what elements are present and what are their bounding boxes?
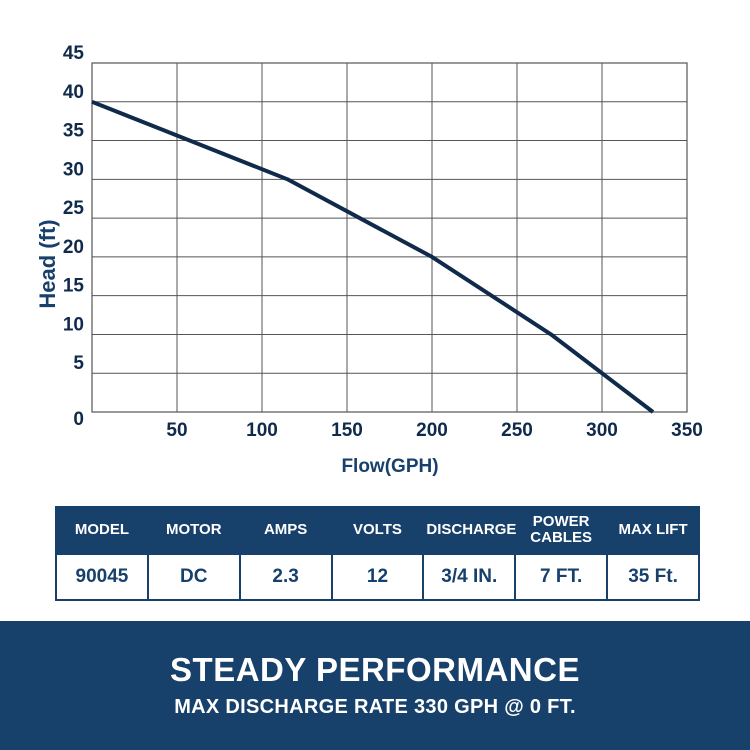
x-axis-title: Flow(GPH) xyxy=(341,456,438,477)
performance-banner: STEADY PERFORMANCE MAX DISCHARGE RATE 33… xyxy=(0,621,750,750)
banner-subline: MAX DISCHARGE RATE 330 GPH @ 0 FT. xyxy=(174,696,576,718)
y-tick-label: 20 xyxy=(63,237,84,258)
spec-value-max-lift: 35 Ft. xyxy=(606,553,700,601)
spec-value-power-cables: 7 FT. xyxy=(514,553,609,601)
y-tick-label: 40 xyxy=(63,82,84,103)
spec-header-discharge: DISCHARGE xyxy=(422,506,516,554)
spec-value-motor: DC xyxy=(146,553,241,601)
y-tick-label: 15 xyxy=(63,276,85,297)
spec-value-amps: 2.3 xyxy=(238,553,333,601)
spec-header-max-lift: MAX LIFT xyxy=(606,506,700,554)
x-tick-labels: 50 100 150 200 250 300 350 xyxy=(166,420,702,441)
y-tick-label: 25 xyxy=(63,198,85,219)
y-tick-label: 0 xyxy=(73,409,84,430)
plot-frame xyxy=(91,62,688,413)
x-tick-label: 50 xyxy=(166,420,187,441)
performance-curve-line xyxy=(91,99,655,414)
x-tick-label: 250 xyxy=(501,420,533,441)
y-tick-label: 10 xyxy=(63,314,84,335)
x-tick-label: 100 xyxy=(246,420,278,441)
x-tick-label: 150 xyxy=(331,420,363,441)
x-tick-label: 300 xyxy=(586,420,618,441)
y-axis-title: Head (ft) xyxy=(35,219,60,308)
spec-header-motor: MOTOR xyxy=(146,506,241,554)
y-tick-label: 45 xyxy=(63,43,85,64)
y-tick-labels: 0 5 10 15 20 25 30 35 40 45 xyxy=(63,43,85,430)
specs-table: MODEL MOTOR AMPS VOLTS DISCHARGE POWER C… xyxy=(55,506,700,601)
x-tick-label: 200 xyxy=(416,420,448,441)
spec-header-model: MODEL xyxy=(55,506,149,554)
spec-header-amps: AMPS xyxy=(238,506,333,554)
y-tick-label: 30 xyxy=(63,159,84,180)
y-tick-label: 35 xyxy=(63,121,85,142)
spec-header-power-cables: POWER CABLES xyxy=(514,506,609,554)
specs-header-row: MODEL MOTOR AMPS VOLTS DISCHARGE POWER C… xyxy=(55,506,700,554)
spec-value-model: 90045 xyxy=(55,553,149,601)
x-tick-label: 350 xyxy=(671,420,703,441)
chart-grid xyxy=(91,62,688,413)
banner-headline: STEADY PERFORMANCE xyxy=(170,651,580,688)
spec-value-volts: 12 xyxy=(330,553,425,601)
spec-header-volts: VOLTS xyxy=(330,506,425,554)
spec-value-discharge: 3/4 IN. xyxy=(422,553,517,601)
specs-value-row: 90045 DC 2.3 12 3/4 IN. 7 FT. 35 Ft. xyxy=(55,553,700,601)
y-tick-label: 5 xyxy=(73,353,84,374)
